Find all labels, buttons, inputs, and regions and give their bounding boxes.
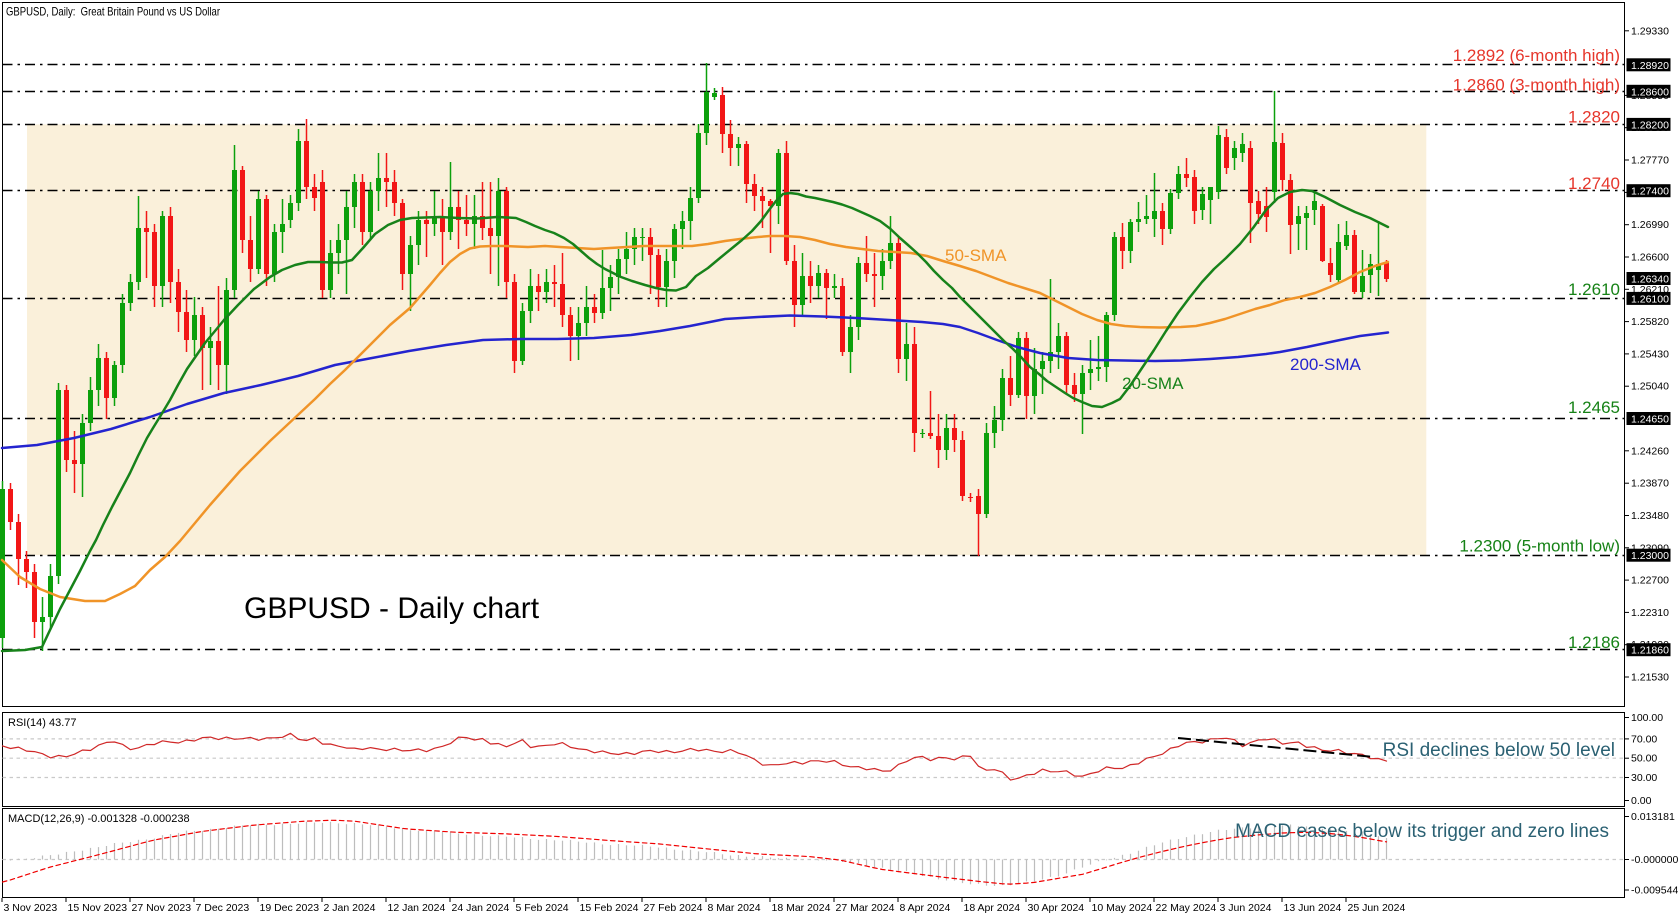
svg-text:1.23480: 1.23480 [1631,510,1669,522]
svg-text:1.26100: 1.26100 [1631,293,1669,305]
svg-text:2 Jan 2024: 2 Jan 2024 [324,902,376,914]
svg-text:1.27770: 1.27770 [1631,155,1669,167]
svg-text:1.2860 (3-month high): 1.2860 (3-month high) [1453,76,1620,95]
svg-text:-0.009544: -0.009544 [1631,885,1678,897]
svg-text:19 Dec 2023: 19 Dec 2023 [260,902,320,914]
svg-text:25 Jun 2024: 25 Jun 2024 [1348,902,1406,914]
svg-text:27 Mar 2024: 27 Mar 2024 [836,902,895,914]
svg-text:13 Jun 2024: 13 Jun 2024 [1284,902,1342,914]
svg-text:1.25820: 1.25820 [1631,316,1669,328]
svg-text:3 Nov 2023: 3 Nov 2023 [4,902,58,914]
svg-text:3 Jun 2024: 3 Jun 2024 [1220,902,1272,914]
svg-text:1.2610: 1.2610 [1568,280,1620,299]
svg-text:1.26990: 1.26990 [1631,219,1669,231]
svg-text:1.21530: 1.21530 [1631,672,1669,684]
svg-text:8 Mar 2024: 8 Mar 2024 [708,902,761,914]
svg-text:1.2740: 1.2740 [1568,174,1620,193]
svg-text:MACD(12,26,9) -0.001328 -0.000: MACD(12,26,9) -0.001328 -0.000238 [8,813,190,825]
svg-text:GBPUSD, Daily: Great Britain: GBPUSD, Daily: Great Britain Pound vs US… [6,5,220,19]
svg-text:1.2465: 1.2465 [1568,398,1620,417]
svg-text:50.00: 50.00 [1631,753,1657,765]
svg-text:-0.000000: -0.000000 [1631,854,1678,866]
svg-text:1.23000: 1.23000 [1631,550,1669,562]
svg-text:MACD eases below its trigger a: MACD eases below its trigger and zero li… [1235,821,1609,842]
svg-text:22 May 2024: 22 May 2024 [1156,902,1217,914]
svg-text:1.21860: 1.21860 [1631,645,1669,657]
svg-text:1.26600: 1.26600 [1631,252,1669,264]
svg-text:200-SMA: 200-SMA [1290,355,1362,374]
svg-text:0.013181: 0.013181 [1631,811,1675,823]
svg-text:1.22310: 1.22310 [1631,607,1669,619]
svg-text:1.25430: 1.25430 [1631,348,1669,360]
svg-text:15 Feb 2024: 15 Feb 2024 [580,902,639,914]
svg-text:18 Apr 2024: 18 Apr 2024 [964,902,1021,914]
svg-text:10 May 2024: 10 May 2024 [1092,902,1153,914]
svg-text:1.24260: 1.24260 [1631,445,1669,457]
svg-text:30.00: 30.00 [1631,772,1657,784]
svg-text:0.00: 0.00 [1631,795,1652,807]
svg-text:24 Jan 2024: 24 Jan 2024 [452,902,510,914]
svg-text:1.28600: 1.28600 [1631,86,1669,98]
svg-text:20-SMA: 20-SMA [1122,374,1184,393]
svg-text:1.22700: 1.22700 [1631,575,1669,587]
svg-text:RSI declines below 50 level: RSI declines below 50 level [1383,740,1615,761]
svg-text:30 Apr 2024: 30 Apr 2024 [1028,902,1085,914]
svg-text:27 Feb 2024: 27 Feb 2024 [644,902,703,914]
svg-text:GBPUSD - Daily chart: GBPUSD - Daily chart [244,592,540,625]
svg-text:1.27400: 1.27400 [1631,186,1669,198]
svg-text:100.00: 100.00 [1631,712,1663,724]
svg-text:1.28200: 1.28200 [1631,119,1669,131]
svg-text:8 Apr 2024: 8 Apr 2024 [900,902,951,914]
svg-text:12 Jan 2024: 12 Jan 2024 [388,902,446,914]
svg-text:15 Nov 2023: 15 Nov 2023 [68,902,128,914]
svg-text:1.25040: 1.25040 [1631,381,1669,393]
svg-text:1.2820: 1.2820 [1568,108,1620,127]
svg-text:70.00: 70.00 [1631,733,1657,745]
svg-text:1.24650: 1.24650 [1631,414,1669,426]
svg-text:27 Nov 2023: 27 Nov 2023 [132,902,192,914]
svg-text:18 Mar 2024: 18 Mar 2024 [772,902,831,914]
svg-text:1.29330: 1.29330 [1631,25,1669,37]
svg-text:1.23870: 1.23870 [1631,478,1669,490]
svg-text:1.2300 (5-month low): 1.2300 (5-month low) [1459,537,1620,556]
svg-text:RSI(14) 43.77: RSI(14) 43.77 [8,717,76,729]
svg-text:1.28920: 1.28920 [1631,60,1669,72]
svg-text:5 Feb 2024: 5 Feb 2024 [516,902,569,914]
svg-text:1.2186: 1.2186 [1568,633,1620,652]
svg-text:1.2892 (6-month high): 1.2892 (6-month high) [1453,46,1620,65]
svg-text:7 Dec 2023: 7 Dec 2023 [196,902,250,914]
svg-text:1.26340: 1.26340 [1631,274,1669,286]
svg-text:50-SMA: 50-SMA [945,246,1007,265]
